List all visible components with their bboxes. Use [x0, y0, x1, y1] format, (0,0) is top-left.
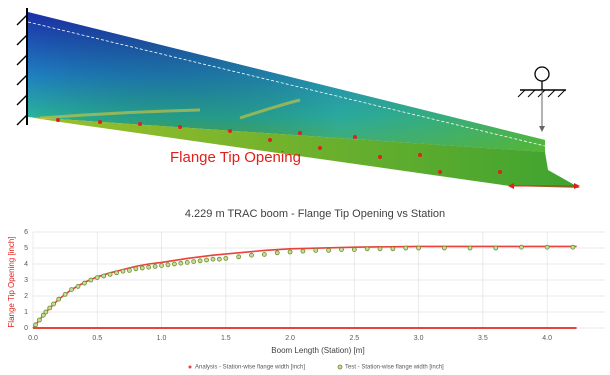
data-point — [127, 268, 131, 272]
data-point — [147, 265, 151, 269]
data-point — [519, 245, 523, 249]
line-series — [33, 246, 577, 328]
data-point — [378, 247, 382, 251]
page: {"figure": {"annotation": "Flange Tip Op… — [0, 0, 610, 375]
data-point — [224, 256, 228, 260]
data-point — [160, 264, 164, 268]
data-point — [275, 251, 279, 255]
y-tick-label: 0 — [24, 325, 28, 332]
legend-marker — [189, 366, 192, 369]
data-point — [34, 323, 38, 327]
data-point — [134, 267, 138, 271]
data-point — [153, 264, 157, 268]
data-point — [172, 262, 176, 266]
data-point — [192, 260, 196, 264]
data-point — [442, 246, 446, 250]
data-point — [166, 263, 170, 267]
annotation: Flange Tip Opening — [170, 149, 301, 166]
y-tick-label: 1 — [24, 309, 28, 316]
x-tick-label: 1.5 — [221, 335, 231, 342]
data-point — [198, 259, 202, 263]
x-tick-label: 4.0 — [542, 335, 552, 342]
data-point — [121, 269, 125, 273]
chart-title: 4.229 m TRAC boom - Flange Tip Opening v… — [185, 208, 445, 220]
data-point — [391, 247, 395, 251]
data-point — [52, 302, 56, 306]
legend-marker — [338, 365, 342, 369]
data-point — [108, 272, 112, 276]
data-point — [211, 257, 215, 261]
data-point — [115, 271, 119, 275]
data-point — [37, 318, 41, 322]
y-tick-label: 3 — [24, 277, 28, 284]
data-point — [70, 288, 74, 292]
data-point — [288, 250, 292, 254]
data-point — [250, 253, 254, 257]
data-point — [352, 248, 356, 252]
data-point — [404, 246, 408, 250]
data-point — [179, 261, 183, 265]
legend-label: Analysis - Station-wise flange width [in… — [195, 365, 305, 371]
data-point — [48, 306, 52, 310]
data-point — [89, 278, 93, 282]
x-tick-label: 0.5 — [92, 335, 102, 342]
data-point — [44, 310, 48, 314]
x-tick-label: 1.0 — [157, 335, 167, 342]
x-tick-label: 3.5 — [478, 335, 488, 342]
data-point — [76, 284, 80, 288]
data-point — [468, 246, 472, 250]
data-point — [185, 260, 189, 264]
data-point — [140, 266, 144, 270]
data-point — [262, 252, 266, 256]
data-point — [237, 255, 241, 259]
data-point — [102, 274, 106, 278]
figure: Flange Tip Opening 4.229 m TRAC boom - F… — [0, 0, 610, 375]
data-point — [301, 249, 305, 253]
x-tick-label: 2.0 — [285, 335, 295, 342]
data-point — [205, 258, 209, 262]
data-point — [57, 297, 61, 301]
x-tick-label: 2.5 — [349, 335, 359, 342]
data-point — [327, 248, 331, 252]
data-point — [63, 292, 67, 296]
data-point — [95, 276, 99, 280]
data-point — [217, 257, 221, 261]
data-point — [339, 248, 343, 252]
y-tick-label: 6 — [24, 229, 28, 236]
x-axis-label: Boom Length (Station) [m] — [271, 346, 364, 355]
y-tick-label: 4 — [24, 261, 28, 268]
y-tick-label: 5 — [24, 245, 28, 252]
data-point — [571, 245, 575, 249]
data-point — [494, 246, 498, 250]
x-tick-label: 0.0 — [28, 335, 38, 342]
data-point — [417, 246, 421, 250]
x-tick-label: 3.0 — [414, 335, 424, 342]
y-axis-label: Flange Tip Opening [inch] — [7, 236, 16, 327]
data-point — [365, 247, 369, 251]
data-point — [545, 245, 549, 249]
legend-label: Test - Station-wise flange width [inch] — [345, 365, 444, 371]
y-tick-label: 2 — [24, 293, 28, 300]
data-point — [82, 281, 86, 285]
data-point — [314, 248, 318, 252]
